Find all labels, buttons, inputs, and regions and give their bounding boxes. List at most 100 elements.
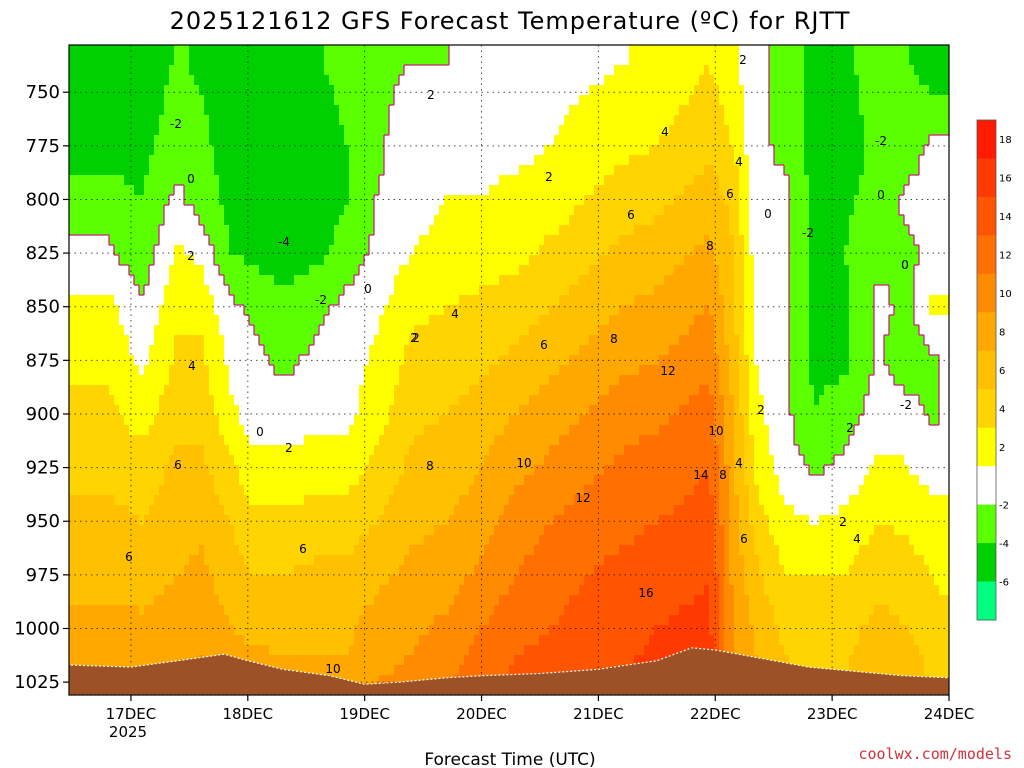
temp-cell [224, 415, 230, 426]
temp-cell [384, 65, 390, 76]
temp-cell [134, 305, 140, 316]
temp-cell [209, 575, 215, 586]
temp-cell [369, 245, 375, 256]
temp-cell [239, 85, 245, 96]
temp-cell [364, 455, 370, 466]
temp-cell [264, 275, 270, 286]
temp-cell [209, 495, 215, 506]
temp-cell [279, 205, 285, 216]
temp-cell [129, 655, 135, 666]
temp-cell [399, 45, 405, 56]
temp-cell [359, 415, 365, 426]
temp-cell [419, 225, 425, 236]
temp-cell [69, 445, 75, 456]
temp-cell [219, 485, 225, 496]
temp-cell [314, 485, 320, 496]
temp-cell [124, 75, 130, 86]
temp-cell [439, 385, 445, 396]
temp-cell [259, 585, 265, 596]
temp-cell [219, 505, 225, 516]
temp-cell [339, 655, 345, 666]
temp-cell [179, 425, 185, 436]
temp-cell [419, 665, 425, 676]
temp-cell [349, 305, 355, 316]
temp-cell [409, 85, 415, 96]
temp-cell [334, 395, 340, 406]
temp-cell [79, 255, 85, 266]
temp-cell [449, 355, 455, 366]
temp-cell [159, 75, 165, 86]
temp-cell [414, 465, 420, 476]
temp-cell [299, 65, 305, 76]
temp-cell [294, 185, 300, 196]
temp-cell [204, 295, 210, 306]
temp-cell [274, 535, 280, 546]
temp-cell [229, 435, 235, 446]
temp-cell [419, 445, 425, 456]
temp-cell [334, 485, 340, 496]
temp-cell [284, 405, 290, 416]
temp-cell [319, 465, 325, 476]
temp-cell [409, 525, 415, 536]
temp-cell [139, 175, 145, 186]
temp-cell [259, 185, 265, 196]
temp-cell [114, 175, 120, 186]
temp-cell [354, 195, 360, 206]
temp-cell [379, 515, 385, 526]
temp-cell [239, 615, 245, 626]
temp-cell [274, 585, 280, 596]
temp-cell [169, 395, 175, 406]
temp-cell [254, 405, 260, 416]
temp-cell [164, 195, 170, 206]
temp-cell [434, 505, 440, 516]
temp-cell [94, 435, 100, 446]
temp-cell [419, 205, 425, 216]
temp-cell [379, 675, 385, 686]
temp-cell [219, 95, 225, 106]
temp-cell [254, 125, 260, 136]
temp-cell [409, 235, 415, 246]
temp-cell [254, 445, 260, 456]
temp-cell [154, 585, 160, 596]
temp-cell [194, 175, 200, 186]
temp-cell [424, 85, 430, 96]
temp-cell [234, 585, 240, 596]
temp-cell [434, 655, 440, 666]
temp-cell [339, 515, 345, 526]
temp-cell [74, 135, 80, 146]
temp-cell [129, 265, 135, 276]
temp-cell [79, 645, 85, 656]
temp-cell [374, 625, 380, 636]
temp-cell [244, 455, 250, 466]
temp-cell [329, 515, 335, 526]
temp-cell [439, 95, 445, 106]
temp-cell [164, 435, 170, 446]
temp-cell [99, 425, 105, 436]
temp-cell [449, 55, 455, 66]
temp-cell [269, 455, 275, 466]
temp-cell [269, 175, 275, 186]
temp-cell [229, 375, 235, 386]
temp-cell [124, 115, 130, 126]
temp-cell [154, 615, 160, 626]
temp-cell [129, 335, 135, 346]
temp-cell [84, 245, 90, 256]
temp-cell [199, 615, 205, 626]
temp-cell [169, 585, 175, 596]
temp-cell [289, 135, 295, 146]
temp-cell [199, 635, 205, 646]
temp-cell [224, 205, 230, 216]
temp-cell [189, 545, 195, 556]
temp-cell [264, 615, 270, 626]
temp-cell [154, 265, 160, 276]
temp-cell [279, 165, 285, 176]
temp-cell [89, 595, 95, 606]
temp-cell [354, 235, 360, 246]
temp-cell [114, 275, 120, 286]
temp-cell [344, 385, 350, 396]
temp-cell [444, 45, 450, 56]
temp-cell [389, 145, 395, 156]
temp-cell [314, 345, 320, 356]
temp-cell [159, 345, 165, 356]
temp-cell [434, 335, 440, 346]
